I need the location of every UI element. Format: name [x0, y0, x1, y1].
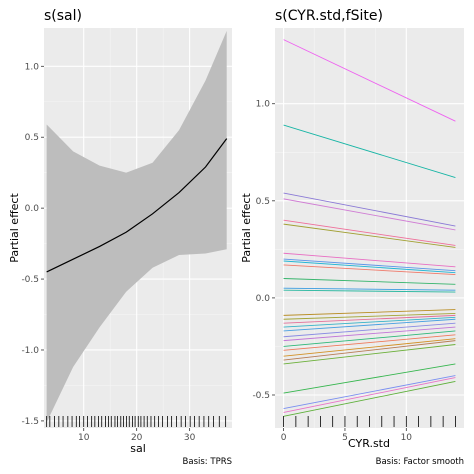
series-line-13 [283, 289, 456, 293]
y-axis-ticks: -1.5 -1.0 -0.5 0.0 0.5 1.0 [21, 62, 44, 427]
series-line-12 [283, 287, 456, 291]
x-tick-label: 20 [131, 433, 143, 443]
series-line-24 [283, 340, 456, 361]
series-line-21 [283, 330, 456, 347]
y-tick-label: 0.0 [256, 294, 271, 304]
series-line-1 [46, 138, 228, 273]
y-tick-label: -1.5 [21, 417, 39, 427]
series-line-9 [283, 260, 456, 274]
y-axis-title: Partial effect [8, 193, 21, 263]
series-line-29 [283, 380, 456, 417]
panel-title: s(CYR.std,fSite) [275, 8, 383, 24]
y-tick-label: 1.0 [256, 100, 271, 110]
x-axis-ticks: 0 5 10 [281, 428, 413, 443]
x-axis-title: sal [130, 442, 146, 455]
y-tick-label: 0.0 [25, 204, 40, 214]
y-tick-label: 1.0 [25, 62, 40, 72]
series-line-26 [283, 363, 456, 394]
series-line-23 [283, 338, 456, 357]
series-line-4 [283, 198, 456, 231]
series-line-18 [283, 318, 456, 332]
smooth-cyr-site-panel: s(CYR.std,fSite) -0.5 0.0 0.5 1.0 0 5 10 CYR.… [240, 8, 464, 467]
rug-ticks [46, 416, 227, 427]
y-tick-label: 0.5 [256, 197, 270, 207]
series-line-28 [283, 377, 456, 413]
series-line-11 [283, 278, 456, 285]
series-group [283, 39, 456, 417]
y-tick-label: -0.5 [21, 275, 39, 285]
y-axis-title: Partial effect [240, 193, 253, 263]
series-line-10 [283, 264, 456, 276]
x-tick-label: 30 [184, 433, 196, 443]
y-tick-label: 0.5 [25, 133, 39, 143]
series-line-25 [283, 344, 456, 365]
series-line-8 [283, 258, 456, 272]
series-line-2 [283, 124, 456, 178]
y-tick-label: -0.5 [252, 391, 270, 401]
gridlines [275, 28, 464, 428]
series-line-16 [283, 314, 456, 324]
x-axis-title: CYR.std [348, 437, 390, 450]
confidence-band-area [46, 30, 227, 423]
series-line-1 [283, 39, 456, 122]
series-line-7 [283, 252, 456, 268]
rug-ticks [283, 416, 456, 427]
x-tick-label: 10 [401, 433, 413, 443]
y-axis-ticks: -0.5 0.0 0.5 1.0 [252, 100, 275, 401]
series-line-19 [283, 322, 456, 338]
plot-background [275, 28, 464, 428]
series-line-3 [283, 192, 456, 227]
panel-title: s(sal) [44, 8, 82, 24]
series-line-15 [283, 312, 456, 320]
x-tick-label: 0 [281, 433, 287, 443]
series-line-20 [283, 326, 456, 342]
series-group [46, 138, 228, 273]
series-line-27 [283, 375, 456, 410]
y-tick-label: -1.0 [21, 346, 39, 356]
series-line-17 [283, 316, 456, 328]
series-line-22 [283, 334, 456, 351]
basis-caption: Basis: TPRS [183, 457, 232, 467]
x-tick-label: 10 [78, 433, 90, 443]
x-tick-label: 5 [342, 433, 348, 443]
series-line-14 [283, 309, 456, 316]
x-axis-ticks: 10 20 30 [78, 428, 196, 443]
basis-caption: Basis: Factor smooth [376, 457, 464, 467]
series-line-5 [283, 219, 456, 246]
confidence-band [46, 30, 227, 423]
series-line-6 [283, 223, 456, 248]
smooth-sal-panel: s(sal) -1.5-1.0-0.50.00.51.0 10 20 30 sal … [8, 8, 232, 467]
